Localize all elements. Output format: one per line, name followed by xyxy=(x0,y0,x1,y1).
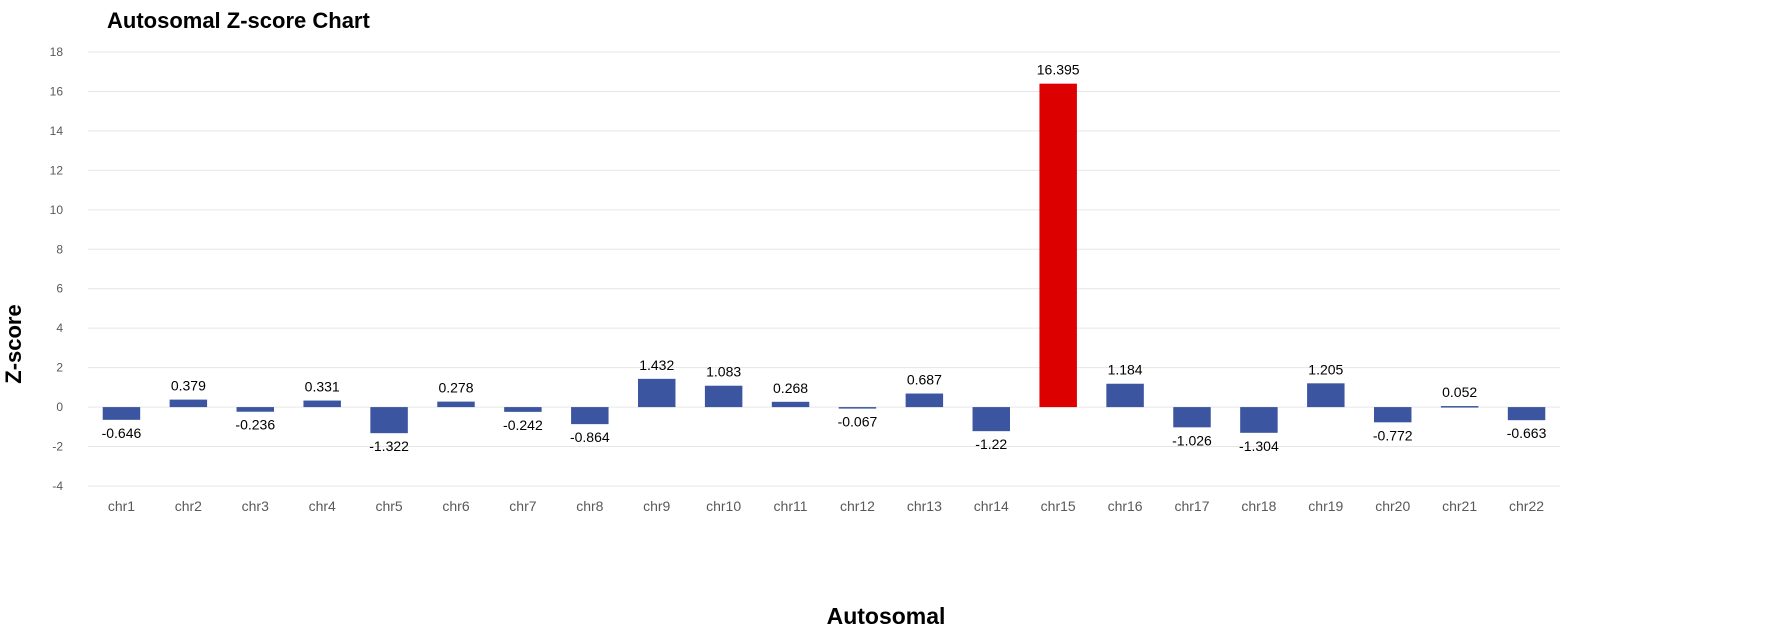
x-tick-label-chr4: chr4 xyxy=(309,498,336,514)
data-label-chr8: -0.864 xyxy=(570,429,610,445)
y-tick-label: 2 xyxy=(56,361,63,375)
y-axis-ticks: -4 -2 0 2 4 6 8 10 12 14 16 18 xyxy=(50,45,64,493)
x-tick-label-chr5: chr5 xyxy=(375,498,402,514)
bar-chr21 xyxy=(1440,406,1479,408)
y-tick-label: 18 xyxy=(50,45,64,59)
x-tick-label-chr9: chr9 xyxy=(643,498,670,514)
x-tick-label-chr22: chr22 xyxy=(1509,498,1544,514)
data-label-chr15: 16.395 xyxy=(1037,62,1080,78)
bar-chr19 xyxy=(1307,383,1345,408)
data-label-chr2: 0.379 xyxy=(171,378,206,394)
data-label-chr3: -0.236 xyxy=(235,417,275,433)
bar-chr16 xyxy=(1106,383,1144,408)
x-tick-label-chr13: chr13 xyxy=(907,498,942,514)
x-axis-label: Autosomal xyxy=(826,603,946,629)
y-tick-label: 12 xyxy=(50,163,64,177)
grid-lines xyxy=(88,51,1560,487)
x-tick-label-chr17: chr17 xyxy=(1174,498,1209,514)
bar-chr18 xyxy=(1240,407,1278,433)
bar-chr9 xyxy=(637,378,676,408)
y-tick-label: 8 xyxy=(56,242,63,256)
x-tick-label-chr1: chr1 xyxy=(108,498,135,514)
y-tick-label: 6 xyxy=(56,282,63,296)
bar-chr11 xyxy=(771,401,810,408)
y-tick-label: 0 xyxy=(56,400,63,414)
data-labels: -0.646 0.379 -0.236 0.331 -1.322 0.278 -0.242 -… xyxy=(102,62,1547,455)
y-tick-label: 16 xyxy=(50,84,64,98)
bar-chr3 xyxy=(236,407,275,412)
data-label-chr22: -0.663 xyxy=(1507,425,1547,441)
data-label-chr18: -1.304 xyxy=(1239,438,1279,454)
chart-title: Autosomal Z-score Chart xyxy=(107,8,370,33)
bar-chr13 xyxy=(905,393,944,408)
x-tick-label-chr21: chr21 xyxy=(1442,498,1477,514)
x-tick-label-chr14: chr14 xyxy=(974,498,1009,514)
data-label-chr16: 1.184 xyxy=(1108,362,1143,378)
bar-chr2 xyxy=(169,399,208,408)
data-label-chr20: -0.772 xyxy=(1373,427,1413,443)
x-tick-label-chr12: chr12 xyxy=(840,498,875,514)
x-tick-label-chr20: chr20 xyxy=(1375,498,1410,514)
bar-chr15 xyxy=(1039,83,1077,408)
data-label-chr21: 0.052 xyxy=(1442,384,1477,400)
bars xyxy=(102,83,1546,434)
data-label-chr1: -0.646 xyxy=(102,425,142,441)
x-tick-label-chr6: chr6 xyxy=(442,498,469,514)
y-tick-label: -4 xyxy=(52,479,63,493)
x-tick-label-chr3: chr3 xyxy=(242,498,269,514)
data-label-chr14: -1.22 xyxy=(975,436,1007,452)
bar-chr8 xyxy=(571,407,609,425)
x-tick-label-chr11: chr11 xyxy=(774,498,808,514)
bar-chr7 xyxy=(504,407,542,412)
bar-chr22 xyxy=(1507,407,1546,421)
data-label-chr12: -0.067 xyxy=(838,413,878,429)
data-label-chr19: 1.205 xyxy=(1308,361,1343,377)
bar-chr6 xyxy=(437,401,475,408)
data-label-chr7: -0.242 xyxy=(503,417,543,433)
bar-chr12 xyxy=(838,407,877,409)
bar-chr1 xyxy=(102,407,141,420)
x-tick-label-chr18: chr18 xyxy=(1241,498,1276,514)
bar-chr14 xyxy=(972,407,1011,432)
data-label-chr5: -1.322 xyxy=(369,438,409,454)
x-tick-label-chr19: chr19 xyxy=(1308,498,1343,514)
data-label-chr6: 0.278 xyxy=(438,380,473,396)
y-tick-label: 4 xyxy=(56,321,63,335)
y-tick-label: 14 xyxy=(50,124,64,138)
bar-chr20 xyxy=(1373,407,1412,423)
bar-chr5 xyxy=(370,407,408,434)
bar-chr17 xyxy=(1173,407,1211,428)
bar-chr10 xyxy=(704,385,743,408)
x-tick-label-chr2: chr2 xyxy=(175,498,202,514)
bar-chr4 xyxy=(303,400,341,408)
data-label-chr4: 0.331 xyxy=(305,379,340,395)
data-label-chr13: 0.687 xyxy=(907,372,942,388)
y-tick-label: 10 xyxy=(50,203,64,217)
x-tick-label-chr16: chr16 xyxy=(1108,498,1143,514)
data-label-chr10: 1.083 xyxy=(706,364,741,380)
x-tick-label-chr10: chr10 xyxy=(706,498,741,514)
x-tick-label-chr7: chr7 xyxy=(509,498,536,514)
x-tick-label-chr8: chr8 xyxy=(576,498,603,514)
x-tick-label-chr15: chr15 xyxy=(1041,498,1076,514)
x-axis-ticks: chr1 chr2 chr3 chr4 chr5 chr6 chr7 chr8 chr9 chr1… xyxy=(108,498,1544,514)
y-tick-label: -2 xyxy=(52,440,63,454)
data-label-chr11: 0.268 xyxy=(773,380,808,396)
data-label-chr9: 1.432 xyxy=(639,357,674,373)
data-label-chr17: -1.026 xyxy=(1172,432,1212,448)
